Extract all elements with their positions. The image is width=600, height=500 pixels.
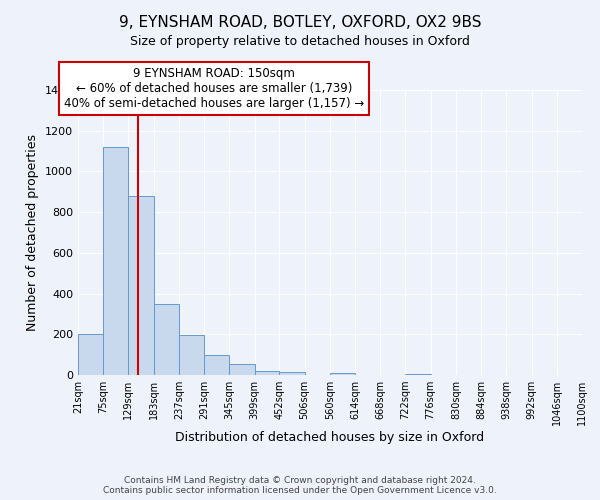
Bar xyxy=(78,334,103,375)
Bar xyxy=(406,374,431,375)
Bar xyxy=(128,196,154,375)
Text: 9 EYNSHAM ROAD: 150sqm
← 60% of detached houses are smaller (1,739)
40% of semi-: 9 EYNSHAM ROAD: 150sqm ← 60% of detached… xyxy=(64,67,364,110)
Bar xyxy=(154,304,179,375)
Bar xyxy=(254,371,280,375)
Text: Contains HM Land Registry data © Crown copyright and database right 2024.
Contai: Contains HM Land Registry data © Crown c… xyxy=(103,476,497,495)
Text: Size of property relative to detached houses in Oxford: Size of property relative to detached ho… xyxy=(130,35,470,48)
Bar xyxy=(179,336,204,375)
Bar xyxy=(330,372,355,375)
Bar xyxy=(280,372,305,375)
Bar xyxy=(103,147,128,375)
Text: 9, EYNSHAM ROAD, BOTLEY, OXFORD, OX2 9BS: 9, EYNSHAM ROAD, BOTLEY, OXFORD, OX2 9BS xyxy=(119,15,481,30)
Bar xyxy=(229,364,254,375)
X-axis label: Distribution of detached houses by size in Oxford: Distribution of detached houses by size … xyxy=(175,430,485,444)
Bar xyxy=(204,354,229,375)
Y-axis label: Number of detached properties: Number of detached properties xyxy=(26,134,40,331)
